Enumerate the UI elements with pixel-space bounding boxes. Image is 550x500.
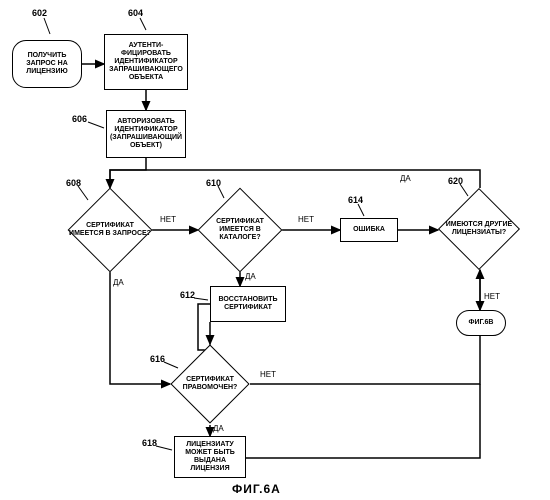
node-n612: ВОССТАНОВИТЬ СЕРТИФИКАТ [210, 286, 286, 322]
ref-604: 604 [128, 8, 143, 18]
node-n616: СЕРТИФИКАТ ПРАВОМОЧЕН? [182, 356, 238, 412]
edge-label: ДА [245, 272, 256, 281]
node-n618: ЛИЦЕНЗИАТУ МОЖЕТ БЫТЬ ВЫДАНА ЛИЦЕНЗИЯ [174, 436, 246, 478]
node-n6b: ФИГ.6В [456, 310, 506, 336]
ref-612: 612 [180, 290, 195, 300]
edge-label: НЕТ [298, 215, 314, 224]
ref-618: 618 [142, 438, 157, 448]
edge-label: НЕТ [484, 292, 500, 301]
edge-label: ДА [213, 424, 224, 433]
edge-label: ДА [113, 278, 124, 287]
ref-610: 610 [206, 178, 221, 188]
node-n610: СЕРТИФИКАТ ИМЕЕТСЯ В КАТАЛОГЕ? [210, 200, 270, 260]
node-n608: СЕРТИФИКАТ ИМЕЕТСЯ В ЗАПРОСЕ? [80, 200, 140, 260]
edge-label: ДА [400, 174, 411, 183]
edge-label: НЕТ [260, 370, 276, 379]
ref-620: 620 [448, 176, 463, 186]
figure-caption: ФИГ.6А [232, 482, 281, 496]
node-n620: ИМЕЮТСЯ ДРУГИЕ ЛИЦЕНЗИАТЫ? [450, 200, 508, 258]
edge-label: НЕТ [160, 215, 176, 224]
node-n614: ОШИБКА [340, 218, 398, 242]
ref-616: 616 [150, 354, 165, 364]
ref-602: 602 [32, 8, 47, 18]
ref-608: 608 [66, 178, 81, 188]
ref-614: 614 [348, 195, 363, 205]
node-n604: АУТЕНТИ-ФИЦИРОВАТЬ ИДЕНТИФИКАТОР ЗАПРАШИ… [104, 34, 188, 90]
ref-606: 606 [72, 114, 87, 124]
node-n602: ПОЛУЧИТЬ ЗАПРОС НА ЛИЦЕНЗИЮ [12, 40, 82, 88]
node-n606: АВТОРИЗОВАТЬ ИДЕНТИФИКАТОР (ЗАПРАШИВАЮЩИ… [106, 110, 186, 158]
